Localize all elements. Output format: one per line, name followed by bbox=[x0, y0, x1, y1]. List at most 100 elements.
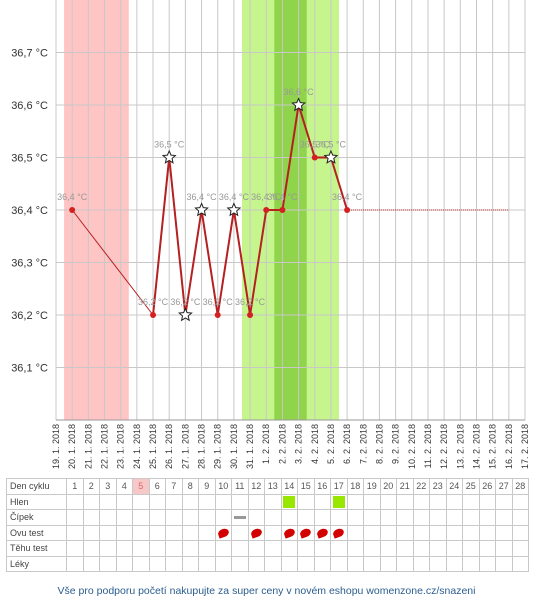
cycle-table-cell bbox=[82, 493, 100, 510]
x-tick-label: 9. 2. 2018 bbox=[391, 424, 401, 464]
cycle-table-cell bbox=[346, 524, 364, 541]
x-tick-label: 11. 2. 2018 bbox=[423, 424, 433, 468]
cycle-table-cell bbox=[445, 524, 463, 541]
temperature-data-label: 36,2 °C bbox=[203, 297, 234, 307]
cycle-day-number: 13 bbox=[264, 478, 282, 495]
cycle-table-cell bbox=[132, 524, 150, 541]
cycle-day-number: 8 bbox=[181, 478, 199, 495]
cycle-table-cell bbox=[445, 540, 463, 557]
cycle-day-number: 14 bbox=[280, 478, 298, 495]
temperature-data-label: 36,2 °C bbox=[138, 297, 169, 307]
ovulation-test-icon bbox=[216, 527, 230, 540]
cycle-table-cell bbox=[313, 540, 331, 557]
cycle-table-cell bbox=[148, 540, 166, 557]
cycle-table-cell bbox=[412, 493, 430, 510]
cycle-table-row-label: Ovu test bbox=[6, 524, 67, 541]
cycle-table-cell bbox=[165, 524, 183, 541]
cycle-table-cell bbox=[330, 493, 348, 510]
cycle-day-number: 22 bbox=[412, 478, 430, 495]
temperature-point-star bbox=[177, 307, 193, 322]
temperature-point bbox=[69, 207, 76, 213]
temperature-point-star bbox=[161, 149, 177, 164]
cycle-day-number: 5 bbox=[132, 478, 150, 495]
x-tick-label: 27. 1. 2018 bbox=[180, 424, 190, 469]
temperature-chart: 36,1 °C 36,2 °C 36,3 °C 36,4 °C 36,5 °C 36,6 … bbox=[11, 0, 530, 469]
cycle-table-cell bbox=[478, 524, 496, 541]
x-tick-label: 13. 2. 2018 bbox=[455, 424, 465, 469]
cycle-table-cell bbox=[231, 524, 249, 541]
cycle-table-cell bbox=[511, 493, 529, 510]
cycle-day-number: 21 bbox=[396, 478, 414, 495]
cycle-day-number: 23 bbox=[429, 478, 447, 495]
x-tick-label: 29. 1. 2018 bbox=[213, 424, 223, 469]
ovulation-test-icon bbox=[249, 527, 263, 540]
cycle-table-row: Těhu test bbox=[6, 540, 529, 557]
cycle-day-number: 6 bbox=[148, 478, 166, 495]
cycle-table-row-label: Léky bbox=[6, 555, 67, 572]
cycle-table-cell bbox=[214, 509, 232, 526]
cycle-day-number: 25 bbox=[462, 478, 480, 495]
x-tick-label: 10. 2. 2018 bbox=[407, 424, 417, 469]
cycle-table-cell bbox=[495, 540, 513, 557]
x-tick-label: 30. 1. 2018 bbox=[229, 424, 239, 469]
x-tick-label: 21. 1. 2018 bbox=[83, 424, 93, 469]
temperature-point bbox=[263, 207, 270, 213]
cycle-day-number: 26 bbox=[478, 478, 496, 495]
cycle-table-cell bbox=[66, 509, 84, 526]
cycle-table-cell bbox=[495, 524, 513, 541]
cycle-table-cell bbox=[198, 540, 216, 557]
cycle-table-cell bbox=[231, 555, 249, 572]
temperature-point-star bbox=[194, 202, 209, 217]
temperature-data-label: 36,4 °C bbox=[57, 192, 88, 202]
cycle-table-cell bbox=[495, 493, 513, 510]
cycle-table-row-label: Hlen bbox=[6, 493, 67, 510]
cycle-day-number: 19 bbox=[363, 478, 381, 495]
y-tick-label: 36,6 °C bbox=[11, 100, 48, 112]
x-tick-label: 31. 1. 2018 bbox=[245, 424, 255, 469]
cycle-table-row: Čípek bbox=[6, 509, 529, 526]
cycle-table-cell bbox=[198, 555, 216, 572]
cycle-table-row: Hlen bbox=[6, 493, 529, 510]
x-tick-label: 1. 2. 2018 bbox=[261, 424, 271, 464]
cycle-table-cell bbox=[181, 493, 199, 510]
cycle-table-cell bbox=[165, 509, 183, 526]
x-tick-label: 3. 2. 2018 bbox=[294, 424, 304, 464]
cycle-day-number: 2 bbox=[82, 478, 100, 495]
cycle-table-cell bbox=[379, 555, 397, 572]
cycle-table-cell bbox=[297, 493, 315, 510]
mucus-marker bbox=[332, 495, 345, 508]
temperature-point bbox=[311, 154, 318, 161]
cycle-table-row-label: Čípek bbox=[6, 509, 67, 526]
cycle-day-number: 7 bbox=[165, 478, 183, 495]
cycle-table-cell bbox=[396, 509, 414, 526]
cycle-table-cell bbox=[247, 524, 265, 541]
cycle-table-cell bbox=[247, 540, 265, 557]
cycle-table-cell bbox=[495, 555, 513, 572]
cycle-table-cell bbox=[99, 555, 117, 572]
cycle-table-cell bbox=[132, 509, 150, 526]
x-tick-label: 15. 2. 2018 bbox=[488, 424, 498, 469]
cycle-table-cell bbox=[396, 524, 414, 541]
temperature-data-label: 36,5 °C bbox=[300, 140, 331, 150]
cycle-table: Den cyklu 1 2 3 4 5 6 7 8 9 10 11 12 13 14 15 16 17 18 19 20… bbox=[6, 478, 529, 572]
x-tick-label: 19. 1. 2018 bbox=[51, 424, 61, 469]
cycle-table-cell bbox=[264, 509, 282, 526]
x-tick-label: 7. 2. 2018 bbox=[358, 424, 368, 464]
x-tick-label: 8. 2. 2018 bbox=[374, 424, 384, 464]
cycle-table-cell bbox=[99, 493, 117, 510]
cycle-table-cell bbox=[379, 540, 397, 557]
cycle-table-cell bbox=[412, 555, 430, 572]
shop-promo-link[interactable]: Vše pro podporu početí nakupujte za supe… bbox=[57, 585, 476, 597]
temperature-data-label: 36,6 °C bbox=[284, 87, 315, 97]
cycle-table-cell bbox=[330, 540, 348, 557]
cycle-table-cell bbox=[478, 540, 496, 557]
temperature-point-star bbox=[291, 97, 307, 112]
cycle-table-cell bbox=[363, 524, 381, 541]
cycle-day-number: 15 bbox=[297, 478, 315, 495]
cycle-table-cell bbox=[297, 524, 315, 541]
cycle-table-cell bbox=[412, 509, 430, 526]
x-axis-ticks: 19. 1. 2018 20. 1. 2018 21. 1. 2018 22. 1. … bbox=[51, 424, 530, 469]
cycle-table-cell bbox=[99, 540, 117, 557]
cycle-table-cell bbox=[264, 493, 282, 510]
cycle-table-cell bbox=[346, 555, 364, 572]
